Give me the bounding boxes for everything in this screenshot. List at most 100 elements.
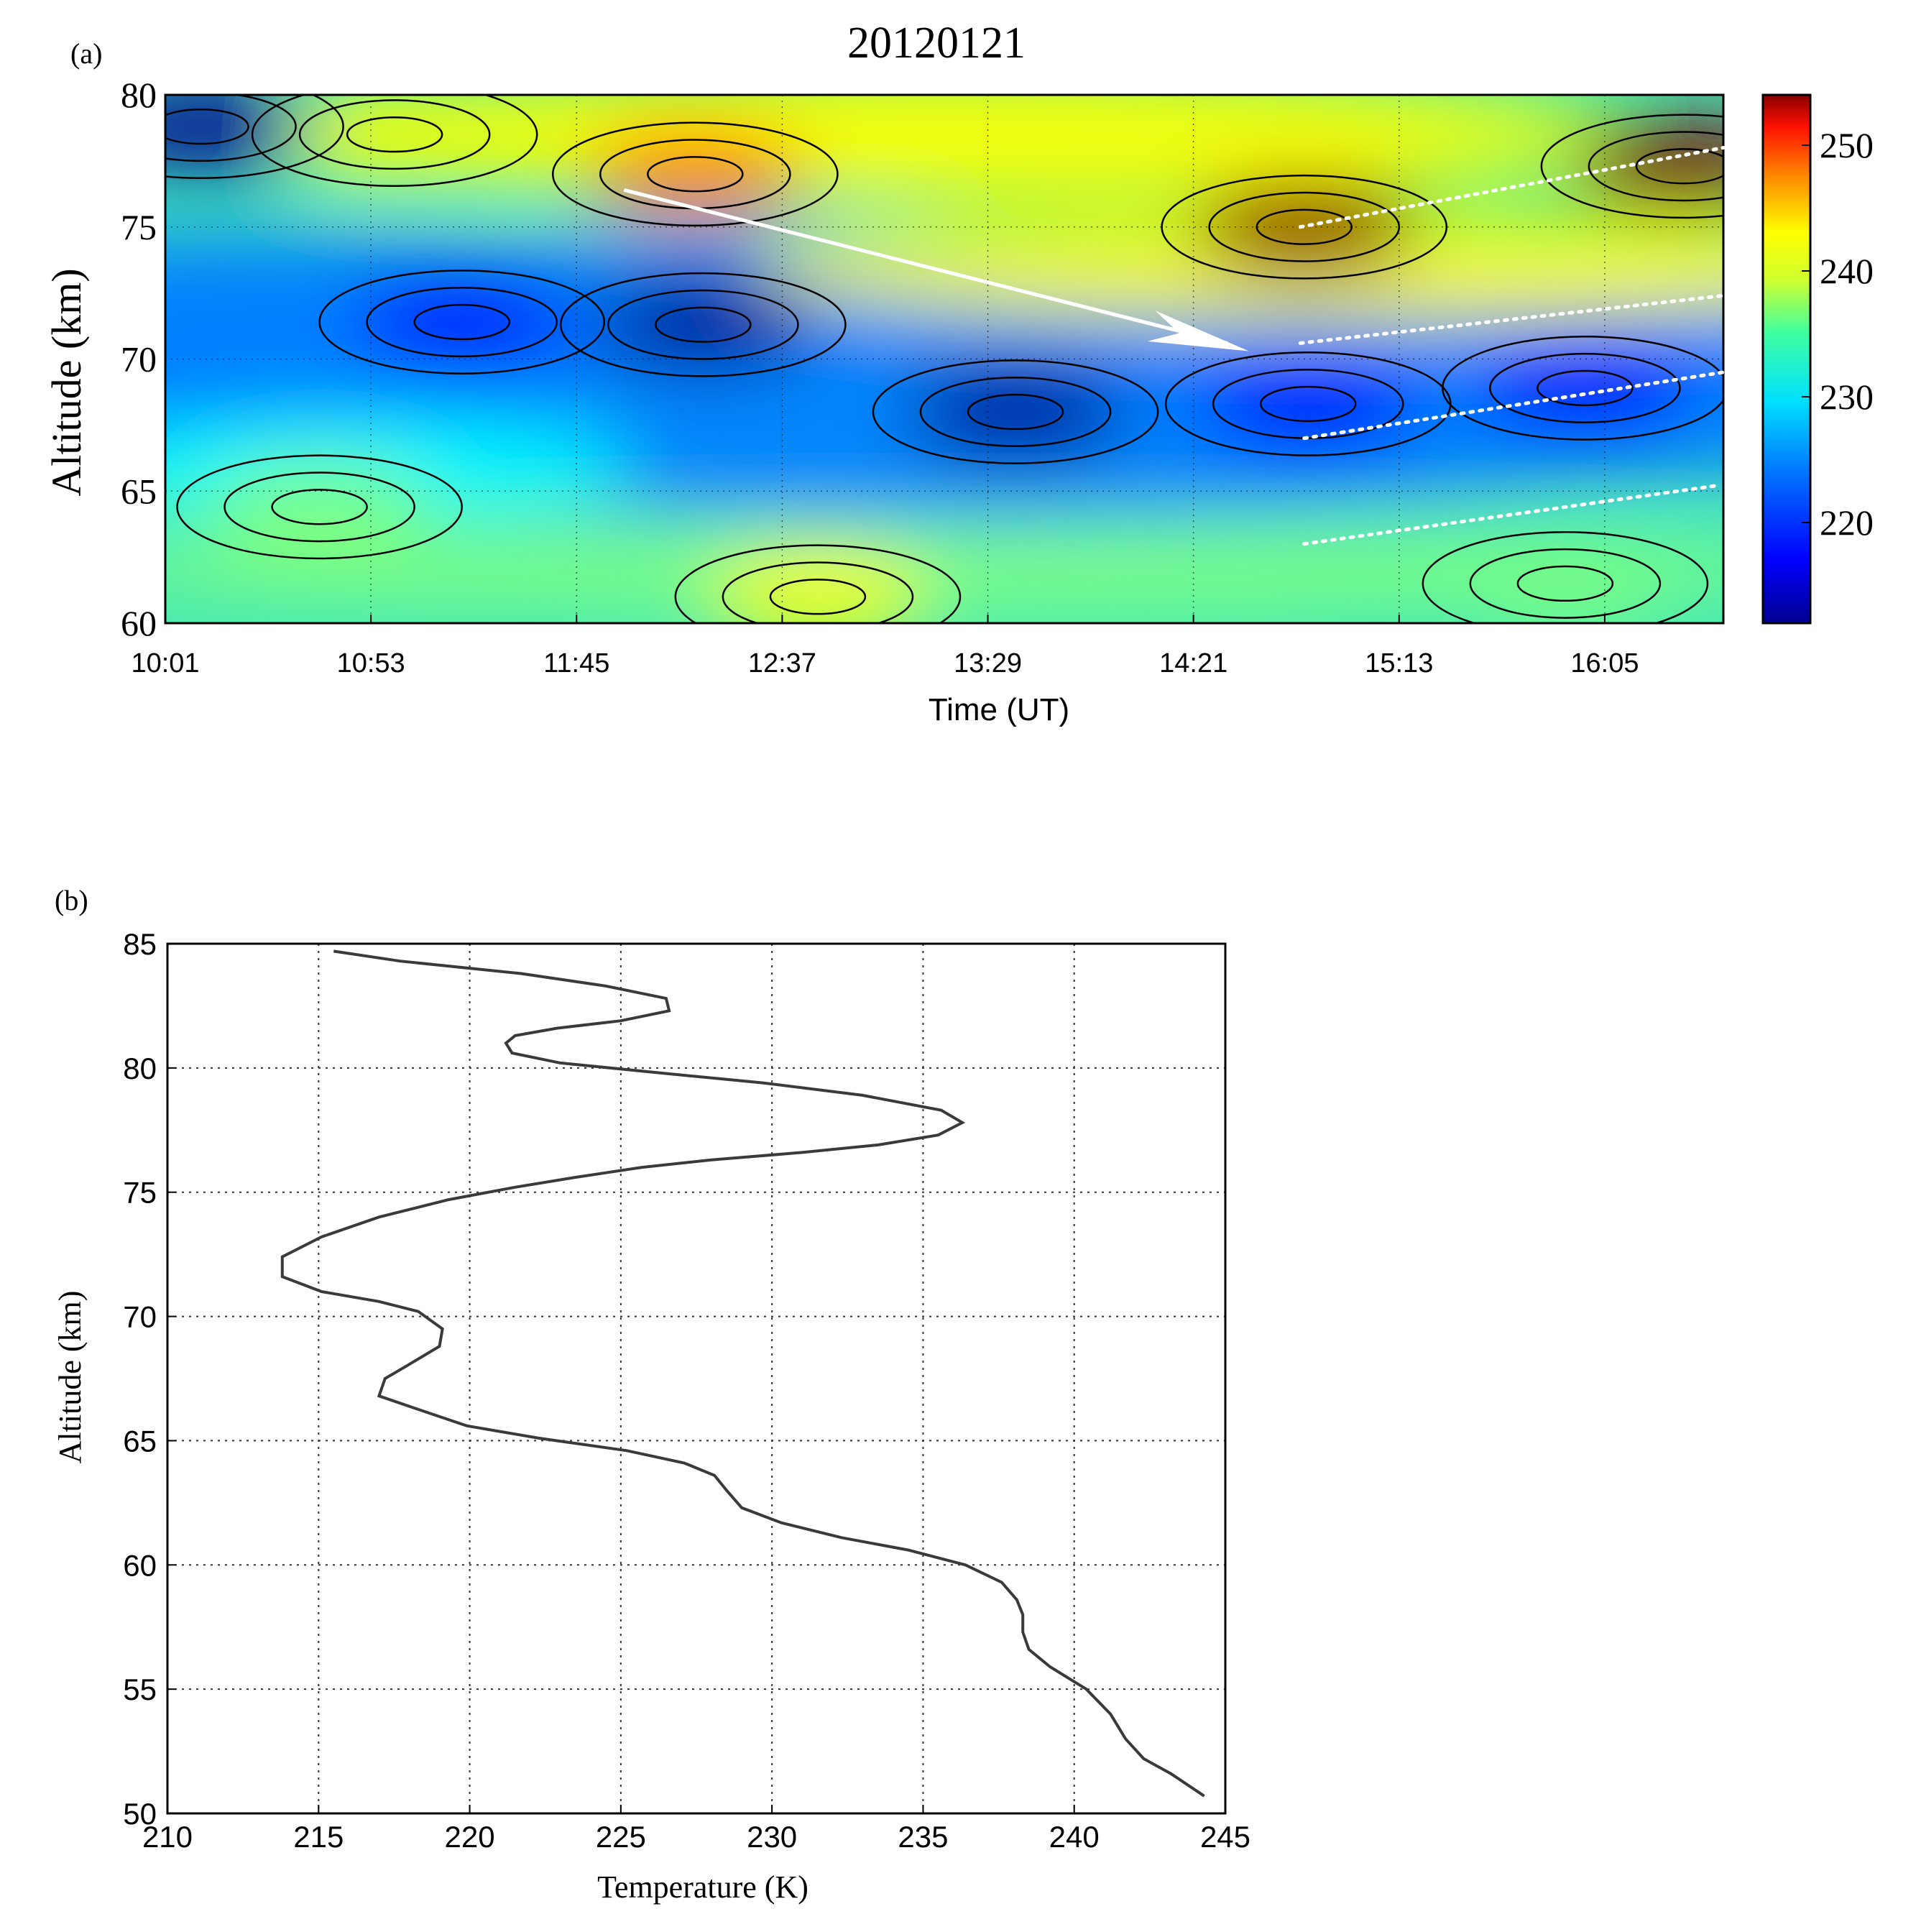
x-tick-label: 240: [1049, 1820, 1100, 1854]
wave-annotations: [623, 146, 1726, 546]
phase-line-dotted: [1298, 293, 1726, 345]
contour-line: [1537, 369, 1634, 407]
cold-cell: [1474, 343, 1696, 433]
contour-line: [607, 289, 799, 360]
contour-line: [560, 272, 847, 377]
contour-line: [872, 359, 1159, 464]
y-tick-label: 65: [121, 471, 157, 511]
y-tick-label: 75: [123, 1176, 157, 1210]
panel-a: (a) 20120121 10:01 10:53 11:45 12:37 13:29 14…: [43, 19, 1874, 727]
cold-cell: [904, 367, 1127, 457]
x-tick-label: 12:37: [748, 648, 816, 678]
colorbar-tick-label: 240: [1820, 251, 1874, 291]
contour-line: [271, 489, 368, 525]
contour-line: [165, 95, 344, 179]
contour-line: [251, 95, 538, 188]
x-tick-label: 10:01: [131, 648, 199, 678]
y-tick-label: 70: [121, 339, 157, 380]
cold-cell: [1197, 359, 1419, 449]
contour-line: [346, 116, 443, 153]
contour-line: [769, 579, 867, 615]
contour-line: [1489, 352, 1681, 423]
contour-line: [1259, 385, 1357, 423]
panel-b-label: (b): [55, 884, 88, 916]
y-tick-label: 50: [123, 1797, 157, 1831]
temperature-heatmap: [165, 95, 1723, 623]
contour-line: [967, 393, 1064, 431]
descent-arrow-shaft: [623, 188, 1228, 345]
phase-line-dotted: [1298, 146, 1726, 229]
contour-line: [647, 156, 744, 193]
colorbar-tick-label: 250: [1820, 125, 1874, 165]
contour-line: [1516, 565, 1614, 602]
y-tick-label: 65: [123, 1424, 157, 1458]
x-tick-label: 210: [142, 1820, 193, 1854]
contour-line: [674, 544, 962, 623]
y-tick-label: 55: [123, 1673, 157, 1706]
contour-line: [298, 99, 491, 170]
contour-line: [366, 287, 558, 358]
contour-line: [1256, 208, 1353, 245]
colorbar: [1761, 93, 1812, 625]
panel-a-title: 20120121: [847, 19, 1026, 68]
y-tick-label: 70: [123, 1300, 157, 1334]
x-tick-label: 220: [445, 1820, 495, 1854]
x-tick-label: 11:45: [543, 648, 609, 678]
y-tick-label: 60: [123, 1548, 157, 1582]
y-tick-label: 60: [121, 603, 157, 643]
contour-line: [176, 454, 463, 560]
temperature-band: [755, 213, 1723, 320]
warm-cell: [284, 95, 506, 180]
warm-cell: [584, 129, 806, 219]
panel-a-xlabel: Time (UT): [929, 692, 1069, 727]
x-tick-label: 13:29: [954, 648, 1022, 678]
y-tick-label: 80: [123, 1052, 157, 1085]
temperature-profile-line: [280, 949, 1205, 1798]
x-tick-label: 16:05: [1570, 648, 1639, 678]
x-tick-label: 15:13: [1365, 648, 1433, 678]
contour-line: [1469, 548, 1662, 619]
contour-line: [551, 121, 839, 227]
warm-cell: [706, 551, 929, 623]
contour-line: [1635, 148, 1723, 185]
warm-cell: [208, 461, 430, 552]
contour-line: [224, 472, 415, 543]
cold-cell: [351, 277, 573, 367]
contour-line: [1588, 131, 1723, 202]
contour-line: [655, 306, 752, 343]
profile-frame: [166, 942, 1227, 1815]
y-tick-label: 80: [121, 75, 157, 115]
y-tick-label: 85: [123, 927, 157, 961]
contour-line: [413, 303, 510, 341]
x-tick-label: 225: [596, 1820, 646, 1854]
contour-line: [1208, 191, 1401, 262]
x-tick-label: 230: [747, 1820, 797, 1854]
phase-line-dotted: [1302, 370, 1726, 441]
panel-a-ylabel: Altitude (km): [43, 268, 90, 496]
colorbar-tick-label: 220: [1820, 502, 1874, 543]
contour-line: [722, 561, 914, 623]
temperature-band: [165, 528, 1723, 613]
contour-line: [165, 95, 297, 162]
contour-line: [318, 270, 606, 374]
warm-cell: [1454, 538, 1676, 623]
panel-b: (b) 210 215 220 225 230 235 240 245 50 55 60 65 70 75…: [52, 884, 1250, 1905]
x-tick-label: 245: [1200, 1820, 1250, 1854]
contour-line: [165, 108, 249, 145]
descent-arrow-head: [1147, 310, 1249, 351]
heatmap-frame: [164, 93, 1725, 625]
phase-line-dotted: [1302, 484, 1718, 546]
colorbar-tick-label: 230: [1820, 377, 1874, 417]
contour-line: [1540, 114, 1723, 219]
warm-cell: [1572, 121, 1723, 211]
x-tick-label: 14:21: [1159, 648, 1227, 678]
cold-cell: [592, 280, 814, 370]
x-tick-label: 10:53: [337, 648, 405, 678]
x-tick-label: 215: [293, 1820, 344, 1854]
panel-b-ylabel: Altitude (km): [52, 1291, 88, 1464]
panel-b-xlabel: Temperature (K): [597, 1869, 809, 1905]
panel-a-label: (a): [70, 37, 102, 70]
contour-line: [1161, 174, 1448, 280]
contour-line: [1422, 530, 1709, 623]
